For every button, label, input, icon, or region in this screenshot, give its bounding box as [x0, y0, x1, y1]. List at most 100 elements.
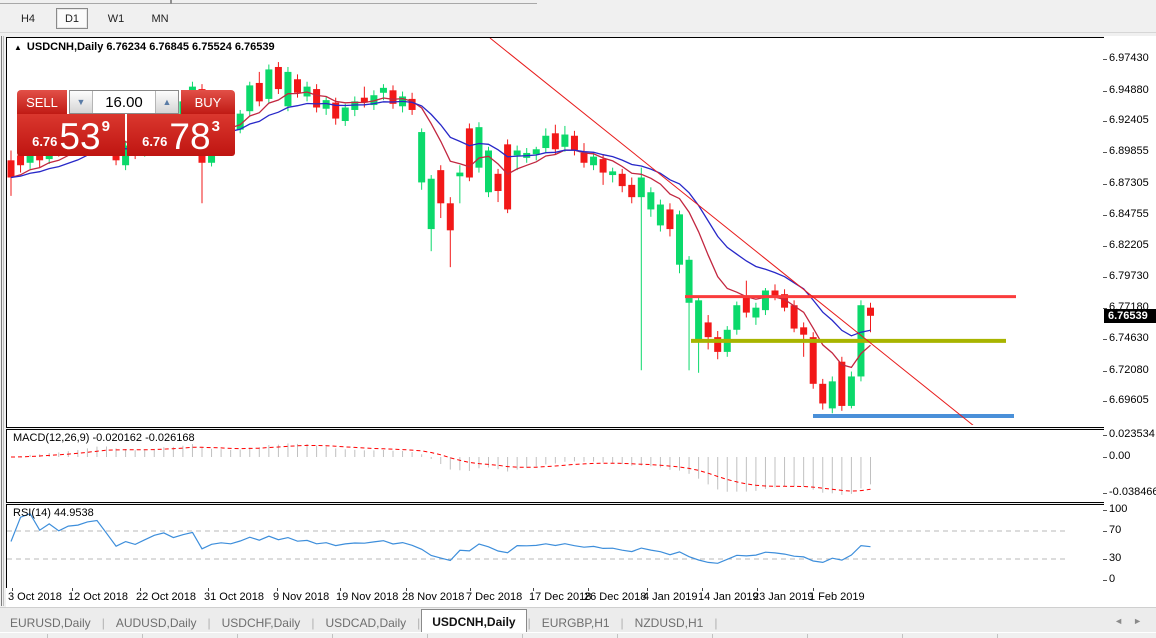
timeframe-button-d1[interactable]: D1	[56, 8, 88, 29]
chart-tab-usdchf[interactable]: USDCHF,Daily	[221, 616, 301, 630]
candle-body	[379, 87, 387, 93]
rsi-label: RSI(14) 44.9538	[13, 507, 94, 519]
date-tick	[470, 588, 471, 591]
timeframe-button-h4[interactable]: H4	[20, 12, 36, 25]
candle-body	[418, 132, 426, 183]
date-label: 14 Jan 2019	[698, 591, 759, 603]
candle-body	[733, 305, 741, 330]
macd-name: MACD(12,26,9)	[13, 432, 90, 444]
date-label: 3 Oct 2018	[8, 591, 62, 603]
rsi-chart-canvas[interactable]	[7, 505, 1102, 586]
macd-chart-canvas[interactable]	[7, 430, 1102, 500]
price-axis-label-tick	[1103, 307, 1107, 309]
top-strip-divider	[170, 0, 172, 4]
price-axis-label-tick	[1103, 370, 1107, 372]
one-click-trading-widget: SELL ▼ ▲ BUY 6.76 53 9 6.76 78 3	[17, 90, 235, 156]
candle-body	[809, 337, 817, 384]
bid-quote-button[interactable]: 6.76 53 9	[17, 114, 125, 156]
date-tick	[702, 588, 703, 591]
tab-scroll-left-icon[interactable]: ◄	[1114, 615, 1124, 626]
candle-body	[322, 100, 330, 109]
date-tick	[140, 588, 141, 591]
price-axis-label-tick	[1103, 214, 1107, 216]
tab-separator: |	[714, 616, 718, 630]
date-label: 23 Jan 2019	[753, 591, 814, 603]
candle-body	[7, 160, 15, 178]
chart-tab-usdcad[interactable]: USDCAD,Daily	[325, 616, 407, 630]
tab-separator: |	[101, 616, 105, 630]
sell-button[interactable]: SELL	[17, 90, 67, 114]
macd-label: MACD(12,26,9) -0.020162 -0.026168	[13, 432, 195, 444]
status-strip-notch	[807, 634, 808, 638]
chart-tab-eurusd[interactable]: EURUSD,Daily	[10, 616, 91, 630]
price-scale[interactable]: 6.97430 6.94880 6.92405 6.89855 6.87305 6.847…	[1103, 36, 1156, 607]
date-tick	[277, 588, 278, 591]
candle-body	[485, 150, 492, 193]
ohlc-close: 6.76539	[234, 41, 275, 53]
rsi-axis-label-tick	[1103, 510, 1107, 511]
date-label: 4 Jan 2019	[643, 591, 698, 603]
price-axis-label: 6.74630	[1109, 332, 1149, 345]
candle-body	[685, 259, 693, 303]
volume-decrease-button[interactable]: ▼	[70, 91, 93, 113]
candle-body	[370, 95, 378, 106]
macd-axis-label-tick	[1103, 434, 1107, 436]
tab-scroll-right-icon[interactable]: ►	[1133, 615, 1142, 626]
price-axis-label-tick	[1103, 90, 1107, 92]
rsi-axis-label: 100	[1109, 503, 1128, 515]
volume-increase-button[interactable]: ▲	[155, 91, 178, 113]
tab-separator: |	[207, 616, 211, 630]
date-tick	[757, 588, 758, 591]
candle-body	[819, 383, 827, 404]
price-axis-label-tick	[1103, 152, 1107, 154]
price-axis-label: 6.87305	[1109, 176, 1149, 189]
timeframe-button-mn[interactable]: MN	[151, 12, 169, 25]
candle-body	[790, 305, 798, 329]
chart-tab-usdcnh[interactable]: USDCNH,Daily	[421, 609, 527, 633]
chart-header: ▲ USDCNH,Daily 6.76234 6.76845 6.75524 6.…	[14, 41, 275, 53]
candle-body	[599, 159, 607, 173]
candle-body	[313, 89, 321, 108]
candle-body	[637, 177, 645, 198]
chart-tab-nzdusd[interactable]: NZDUSD,H1	[634, 616, 704, 630]
candle-body	[475, 127, 483, 168]
timeframe-button-w1[interactable]: W1	[107, 12, 125, 25]
rsi-indicator-panel[interactable]: RSI(14) 44.9538	[6, 504, 1105, 589]
candle-body	[26, 151, 34, 163]
price-axis-label-tick	[1103, 339, 1107, 341]
tab-separator: |	[620, 616, 624, 630]
price-axis-label: 6.84755	[1109, 207, 1149, 220]
status-strip-notch	[237, 634, 238, 638]
candle-body	[255, 82, 263, 102]
candle-body	[590, 156, 598, 166]
candle-body	[532, 149, 540, 155]
price-axis-label-tick	[1103, 400, 1107, 402]
top-strip-edge	[0, 3, 537, 4]
trendline-object[interactable]	[489, 38, 974, 425]
volume-input[interactable]	[93, 91, 155, 113]
rsi-name: RSI(14)	[13, 507, 51, 519]
ask-quote-button[interactable]: 6.76 78 3	[127, 114, 235, 156]
tab-scroll-buttons: ◄ ►	[1114, 608, 1156, 633]
price-axis-label-tick	[1103, 120, 1107, 122]
status-strip-notch	[902, 634, 903, 638]
chart-tab-eurgbp[interactable]: EURGBP,H1	[541, 616, 610, 630]
chart-tab-audusd[interactable]: AUDUSD,Daily	[115, 616, 197, 630]
window-left-edge-highlight	[3, 36, 4, 606]
date-tick	[340, 588, 341, 591]
buy-button[interactable]: BUY	[181, 90, 235, 114]
date-scale[interactable]: 3 Oct 2018 12 Oct 2018 22 Oct 2018 31 Oct 2…	[6, 588, 1104, 607]
candle-body	[408, 98, 416, 110]
date-tick	[72, 588, 73, 591]
candle-body	[236, 113, 244, 130]
rsi-axis-label-tick	[1103, 531, 1107, 532]
macd-indicator-panel[interactable]: MACD(12,26,9) -0.020162 -0.026168	[6, 429, 1105, 503]
date-label: 7 Dec 2018	[466, 591, 523, 603]
price-axis-label: 6.92405	[1109, 113, 1149, 126]
date-label: 1 Feb 2019	[809, 591, 865, 603]
candle-body	[36, 154, 44, 161]
candle-body	[17, 155, 25, 166]
collapse-triangle-icon[interactable]: ▲	[14, 43, 22, 52]
candle-body	[389, 90, 397, 104]
price-chart-panel[interactable]: ▲ USDCNH,Daily 6.76234 6.76845 6.75524 6.…	[6, 37, 1105, 428]
